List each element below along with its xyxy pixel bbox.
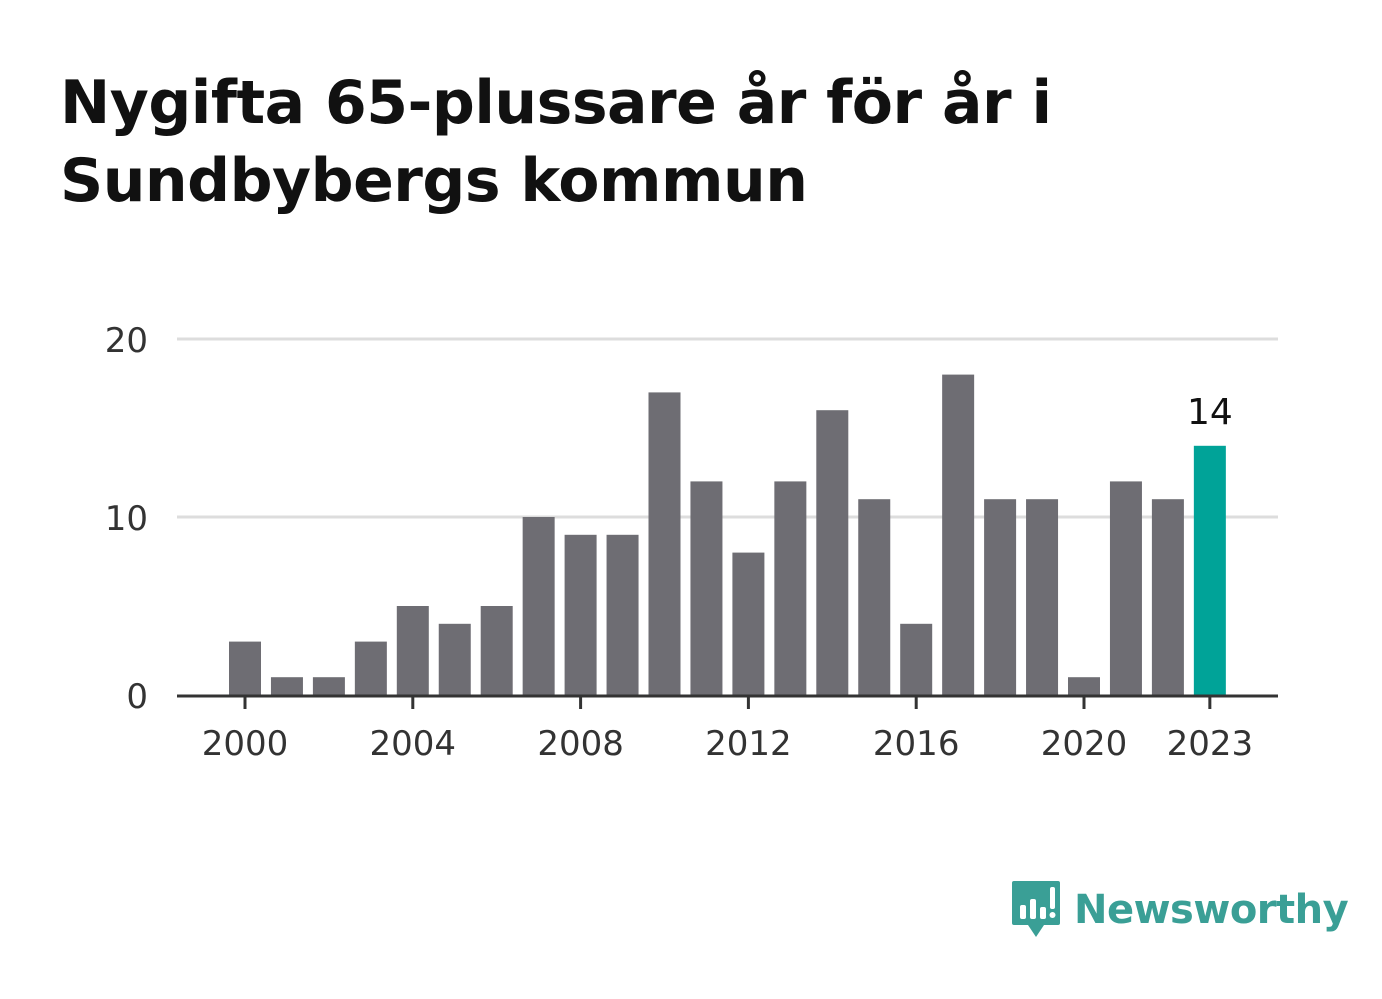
chart-title: Nygifta 65-plussare år för år i Sundbybe…: [60, 68, 1052, 216]
bar-2005: [438, 623, 471, 695]
bar-2001: [270, 677, 303, 695]
bar-2007: [522, 517, 555, 695]
bar-2015: [858, 499, 891, 695]
bar-2008: [564, 534, 597, 695]
bar-2010: [648, 392, 681, 695]
labels: 0 10 20 2000 2004 2008 2012 2016 2020 2023 14: [105, 321, 1253, 764]
bar-2011: [690, 481, 723, 695]
newsworthy-logo: Newsworthy: [1010, 878, 1349, 942]
bar-2003: [354, 641, 387, 695]
x-tick-label: 2012: [705, 724, 792, 764]
bar-2012: [732, 552, 765, 695]
data-label-highlight: 14: [1187, 392, 1233, 433]
bar-2017: [942, 374, 975, 695]
y-tick-label: 0: [126, 677, 148, 717]
y-tick-label: 10: [105, 499, 148, 539]
bar-2016: [900, 623, 933, 695]
brand-name: Newsworthy: [1074, 887, 1349, 933]
bar-2021: [1109, 481, 1142, 695]
bar-2014: [816, 410, 849, 695]
bar-2022: [1151, 499, 1184, 695]
x-tick-label: 2016: [873, 724, 960, 764]
bar-2020: [1068, 677, 1100, 695]
bar-2004: [396, 606, 429, 695]
bar-2002: [312, 677, 345, 695]
bar-highlight-2023: [1193, 445, 1226, 695]
bar-2000: [229, 641, 261, 695]
bar-2009: [606, 534, 639, 695]
x-tick-label: 2008: [537, 724, 624, 764]
axes: [177, 694, 1278, 709]
x-tick-label: 2023: [1167, 724, 1254, 764]
newsworthy-logo-icon: [1012, 881, 1060, 937]
bar-2013: [774, 481, 807, 695]
bars: [229, 374, 1226, 695]
y-tick-label: 20: [105, 321, 148, 361]
bar-2018: [984, 499, 1017, 695]
x-tick-label: 2020: [1041, 724, 1128, 764]
x-tick-label: 2000: [202, 724, 289, 764]
bar-2019: [1026, 499, 1059, 695]
x-tick-label: 2004: [370, 724, 457, 764]
gridlines: [177, 337, 1278, 519]
bar-2006: [480, 606, 513, 695]
